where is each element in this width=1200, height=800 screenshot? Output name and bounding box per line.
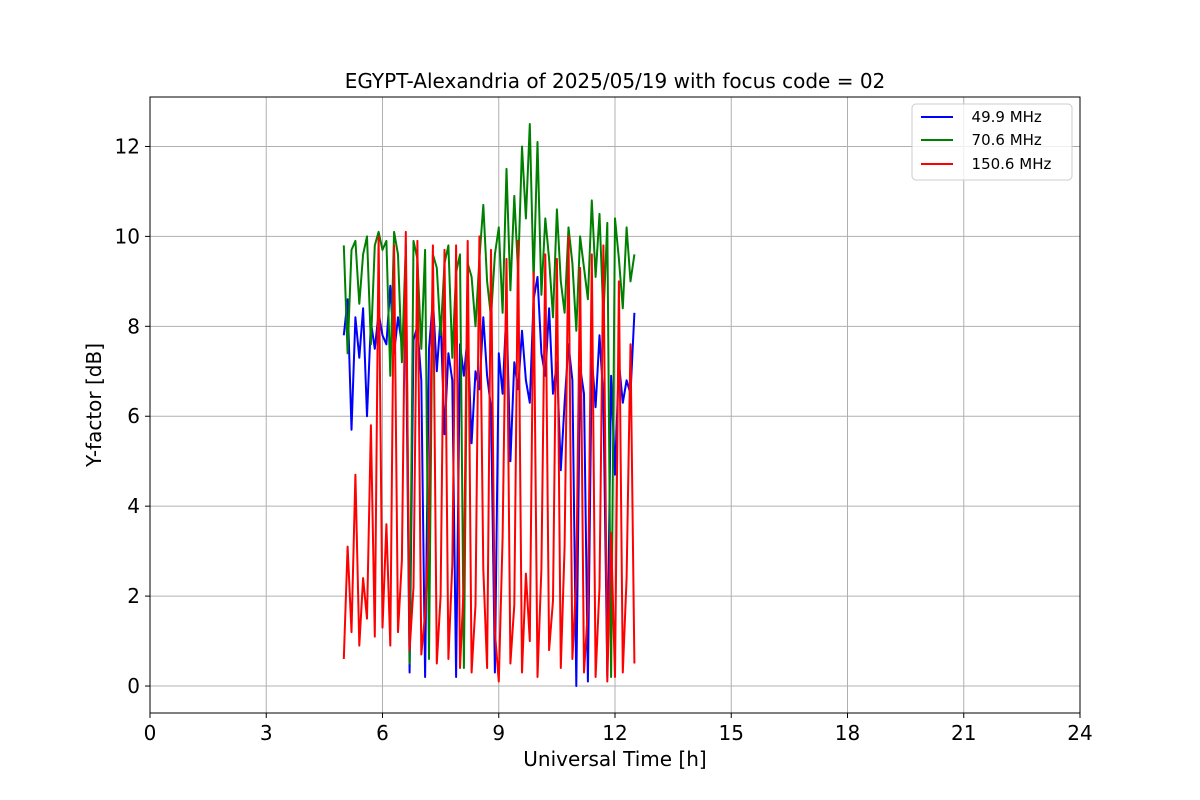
x-tick-label: 18: [835, 721, 860, 745]
x-tick-label: 9: [492, 721, 505, 745]
y-tick-label: 4: [127, 494, 140, 518]
x-tick-label: 6: [376, 721, 389, 745]
x-tick-label: 24: [1067, 721, 1092, 745]
y-tick-label: 0: [127, 674, 140, 698]
x-tick-label: 3: [260, 721, 273, 745]
series-line-150-6-mhz: [342, 230, 636, 683]
y-tick-label: 8: [127, 314, 140, 338]
legend-label-49-9: 49.9 MHz: [962, 108, 1042, 126]
legend-label-70-6: 70.6 MHz: [962, 131, 1042, 149]
legend: 49.9 MHz 70.6 MHz 150.6 MHz: [911, 103, 1073, 181]
y-tick-label: 6: [127, 404, 140, 428]
y-tick-label: 10: [115, 224, 140, 248]
x-tick-label: 12: [602, 721, 627, 745]
y-axis-label: Y-factor [dB]: [82, 343, 106, 468]
x-axis-label: Universal Time [h]: [523, 747, 706, 771]
x-tick-label: 21: [951, 721, 976, 745]
x-tick-label: 0: [144, 721, 157, 745]
x-tick-label: 15: [719, 721, 744, 745]
series-layer: [342, 123, 636, 687]
y-tick-label: 2: [127, 584, 140, 608]
legend-box: [911, 103, 1073, 181]
series-line-70-6-mhz: [342, 123, 636, 678]
y-tick-label: 12: [115, 134, 140, 158]
chart-title: EGYPT-Alexandria of 2025/05/19 with focu…: [345, 69, 886, 93]
legend-label-150-6: 150.6 MHz: [962, 155, 1051, 173]
